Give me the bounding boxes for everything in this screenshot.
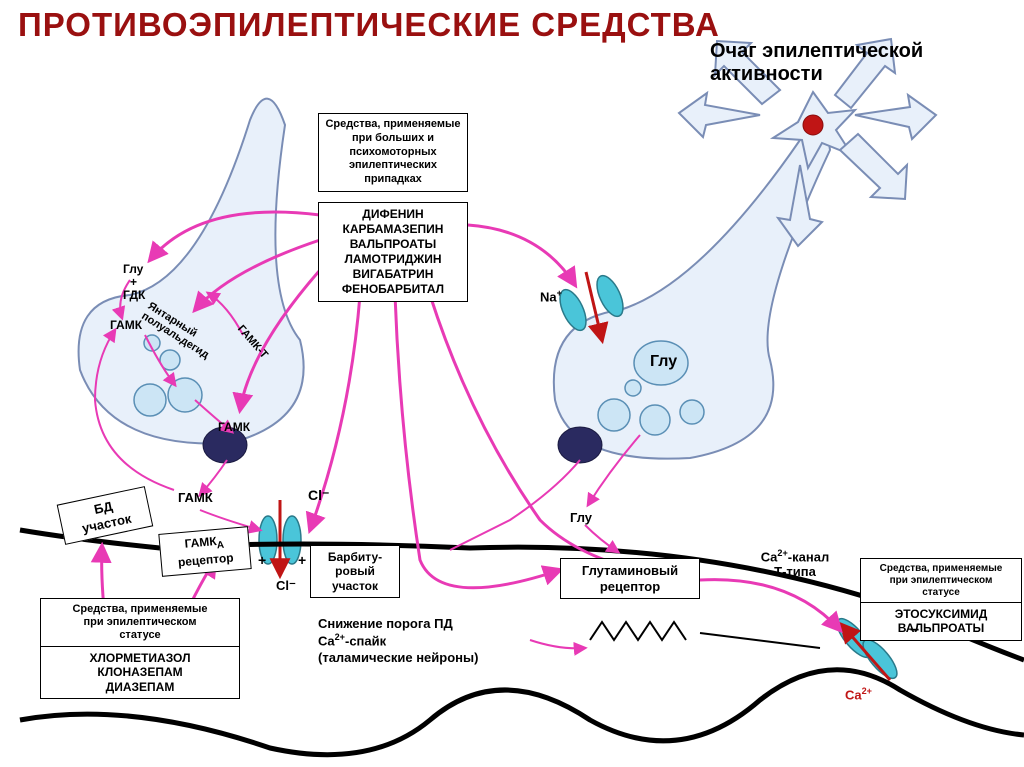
plus-label: + bbox=[130, 275, 137, 289]
status-right-drugs: ЭТОСУКСИМИД ВАЛЬПРОАТЫ bbox=[860, 602, 1022, 641]
gamk1-label: ГАМК bbox=[110, 318, 142, 332]
plus2-label: + bbox=[258, 552, 266, 568]
seizure-drugs-list: ДИФЕНИН КАРБАМАЗЕПИН ВАЛЬПРОАТЫ ЛАМОТРИД… bbox=[318, 202, 468, 302]
drug: ЛАМОТРИДЖИН bbox=[325, 252, 461, 267]
left-neuron bbox=[79, 99, 304, 444]
na-channel bbox=[592, 272, 629, 320]
drug: КЛОНАЗЕПАМ bbox=[47, 665, 233, 679]
threshold-label: Снижение порога ПДCa2+-спайк(таламически… bbox=[318, 616, 478, 666]
status-left-header: Средства, применяемые при эпилептическом… bbox=[40, 598, 240, 648]
gamk3-label: ГАМК bbox=[178, 490, 213, 505]
plus3-label: + bbox=[298, 552, 306, 568]
seizure-drugs-header: Средства, применяемые при больших и псих… bbox=[318, 113, 468, 192]
na-arrow bbox=[586, 272, 602, 340]
status-left-drugs: ХЛОРМЕТИАЗОЛ КЛОНАЗЕПАМ ДИАЗЕПАМ bbox=[40, 646, 240, 699]
vesicle bbox=[598, 399, 630, 431]
vesicle bbox=[160, 350, 180, 370]
vesicle bbox=[680, 400, 704, 424]
drug: ЭТОСУКСИМИД bbox=[867, 607, 1015, 621]
ca-channel-label: Ca2+-каналТ-типа bbox=[735, 548, 855, 579]
barb-site-box: Барбиту- ровый участок bbox=[310, 545, 400, 598]
zigzag-icon bbox=[590, 622, 686, 640]
minus-label: − bbox=[910, 622, 919, 640]
gdk-label: ГДК bbox=[123, 288, 145, 302]
vesicle bbox=[144, 335, 160, 351]
drug: ФЕНОБАРБИТАЛ bbox=[325, 282, 461, 297]
status-right-header: Средства, применяемые при эпилептическом… bbox=[860, 558, 1022, 604]
drug: ХЛОРМЕТИАЗОЛ bbox=[47, 651, 233, 665]
drug: ДИАЗЕПАМ bbox=[47, 680, 233, 694]
vesicle bbox=[168, 378, 202, 412]
vesicle bbox=[134, 384, 166, 416]
connector bbox=[700, 633, 820, 648]
gamk2-label: ГАМК bbox=[218, 420, 250, 434]
ca-label: Ca2+ bbox=[845, 686, 872, 702]
cl1-label: Cl⁻ bbox=[308, 487, 329, 504]
dark-vesicle bbox=[558, 427, 602, 463]
glu-arrows bbox=[450, 435, 640, 552]
glu-label: Глу bbox=[123, 262, 143, 276]
focus-dot bbox=[803, 115, 823, 135]
drug: КАРБАМАЗЕПИН bbox=[325, 222, 461, 237]
glu-cell-label: Глу bbox=[650, 353, 677, 371]
vesicle bbox=[640, 405, 670, 435]
vesicle bbox=[625, 380, 641, 396]
subtitle: Очаг эпилептической активности bbox=[710, 40, 923, 86]
drug: ДИФЕНИН bbox=[325, 207, 461, 222]
drug: ВАЛЬПРОАТЫ bbox=[867, 621, 1015, 635]
bd-site-box: БД участок bbox=[57, 486, 154, 545]
na-label: Na+ bbox=[540, 288, 562, 304]
page-title: ПРОТИВОЭПИЛЕПТИЧЕСКИЕ СРЕДСТВА bbox=[18, 6, 720, 44]
drug: ВИГАБАТРИН bbox=[325, 267, 461, 282]
gaba-receptor-box: ГАМКАрецептор bbox=[158, 526, 251, 576]
yantar-label: Янтарный полуальдегид bbox=[139, 300, 217, 361]
star bbox=[773, 92, 855, 168]
cl2-label: Cl⁻ bbox=[276, 578, 296, 594]
ca-channel bbox=[858, 635, 903, 683]
glu-below-label: Глу bbox=[570, 510, 592, 525]
threshold-arrow bbox=[530, 640, 585, 648]
glu-receptor-box: Глутаминовый рецептор bbox=[560, 558, 700, 599]
gamkt-label: ГАМК-Т bbox=[235, 323, 270, 361]
right-neuron bbox=[554, 122, 830, 458]
drug: ВАЛЬПРОАТЫ bbox=[325, 237, 461, 252]
